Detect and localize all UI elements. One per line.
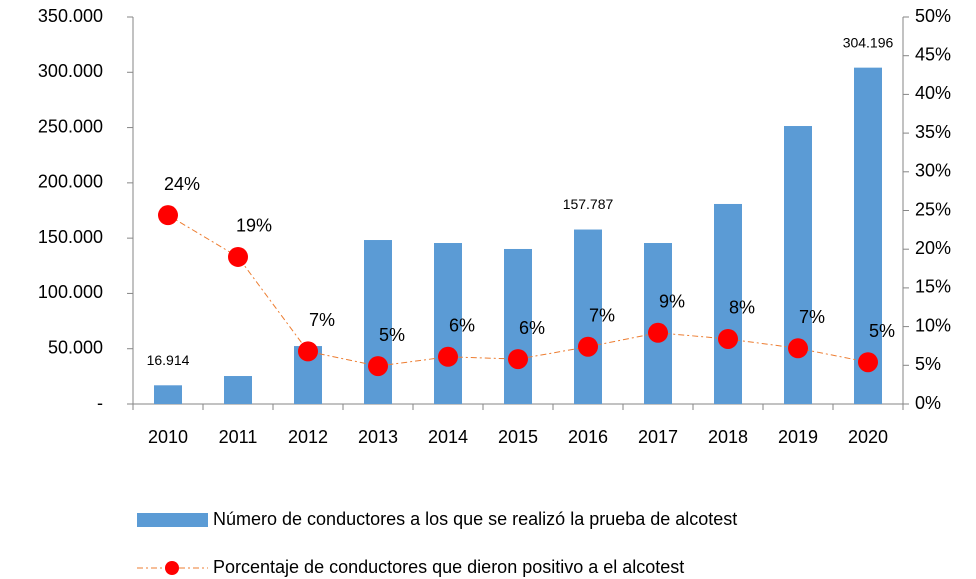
y2-tick-label: 15% [915, 277, 951, 297]
line-value-label: 24% [164, 174, 200, 194]
x-tick-label: 2012 [288, 427, 328, 447]
line-marker [508, 349, 528, 370]
x-tick-label: 2015 [498, 427, 538, 447]
bar-value-label: 157.787 [563, 196, 614, 212]
line-marker [158, 205, 178, 226]
y-tick-label: 50.000 [48, 337, 103, 357]
line-marker [228, 246, 248, 267]
line-value-label: 7% [799, 307, 825, 327]
legend-label: Número de conductores a los que se reali… [213, 509, 737, 529]
bar-value-label: 16.914 [147, 352, 190, 368]
x-tick-label: 2013 [358, 427, 398, 447]
y-tick-label: 100.000 [38, 282, 103, 302]
line-value-label: 5% [379, 325, 405, 345]
y2-tick-label: 50% [915, 6, 951, 26]
bar [854, 67, 882, 405]
line-value-label: 19% [236, 216, 272, 236]
y-tick-label: 350.000 [38, 6, 103, 26]
y-tick-label: - [97, 393, 103, 413]
x-tick-label: 2014 [428, 427, 468, 447]
line-marker [368, 356, 388, 377]
y-tick-label: 300.000 [38, 61, 103, 81]
x-tick-label: 2016 [568, 427, 608, 447]
line-value-label: 8% [729, 298, 755, 318]
x-tick-label: 2017 [638, 427, 678, 447]
line-marker [718, 328, 738, 349]
line-marker [858, 352, 878, 373]
bar [154, 385, 182, 404]
bar [784, 126, 812, 404]
bar [714, 203, 742, 404]
legend-swatch [137, 513, 208, 527]
line-value-label: 6% [449, 316, 475, 336]
y2-tick-label: 20% [915, 238, 951, 258]
bar [574, 229, 602, 404]
y2-tick-label: 25% [915, 199, 951, 219]
y2-tick-label: 40% [915, 83, 951, 103]
bar [364, 240, 392, 404]
y-tick-label: 250.000 [38, 116, 103, 136]
y2-tick-label: 0% [915, 393, 941, 413]
y2-tick-label: 30% [915, 161, 951, 181]
line-value-label: 7% [589, 305, 615, 325]
legend-marker [165, 561, 179, 575]
legend-label: Porcentaje de conductores que dieron pos… [213, 557, 684, 577]
bar [434, 243, 462, 404]
line-marker [788, 338, 808, 359]
y-tick-label: 200.000 [38, 172, 103, 192]
x-tick-label: 2020 [848, 427, 888, 447]
y2-tick-label: 10% [915, 315, 951, 335]
line-value-label: 6% [519, 318, 545, 338]
bar-value-label: 304.196 [843, 34, 894, 50]
x-tick-label: 2018 [708, 427, 748, 447]
y2-tick-label: 35% [915, 122, 951, 142]
y-tick-label: 150.000 [38, 227, 103, 247]
y2-tick-label: 5% [915, 354, 941, 374]
x-tick-label: 2019 [778, 427, 818, 447]
y2-tick-label: 45% [915, 44, 951, 64]
x-tick-label: 2011 [219, 427, 258, 447]
x-tick-label: 2010 [148, 427, 188, 447]
line-marker [578, 336, 598, 357]
line-marker [298, 341, 318, 362]
line-marker [648, 322, 668, 343]
bar [224, 376, 252, 404]
bar [504, 248, 532, 404]
line-value-label: 5% [869, 321, 895, 341]
line-marker [438, 346, 458, 367]
line-value-label: 7% [309, 310, 335, 330]
line-value-label: 9% [659, 292, 685, 312]
